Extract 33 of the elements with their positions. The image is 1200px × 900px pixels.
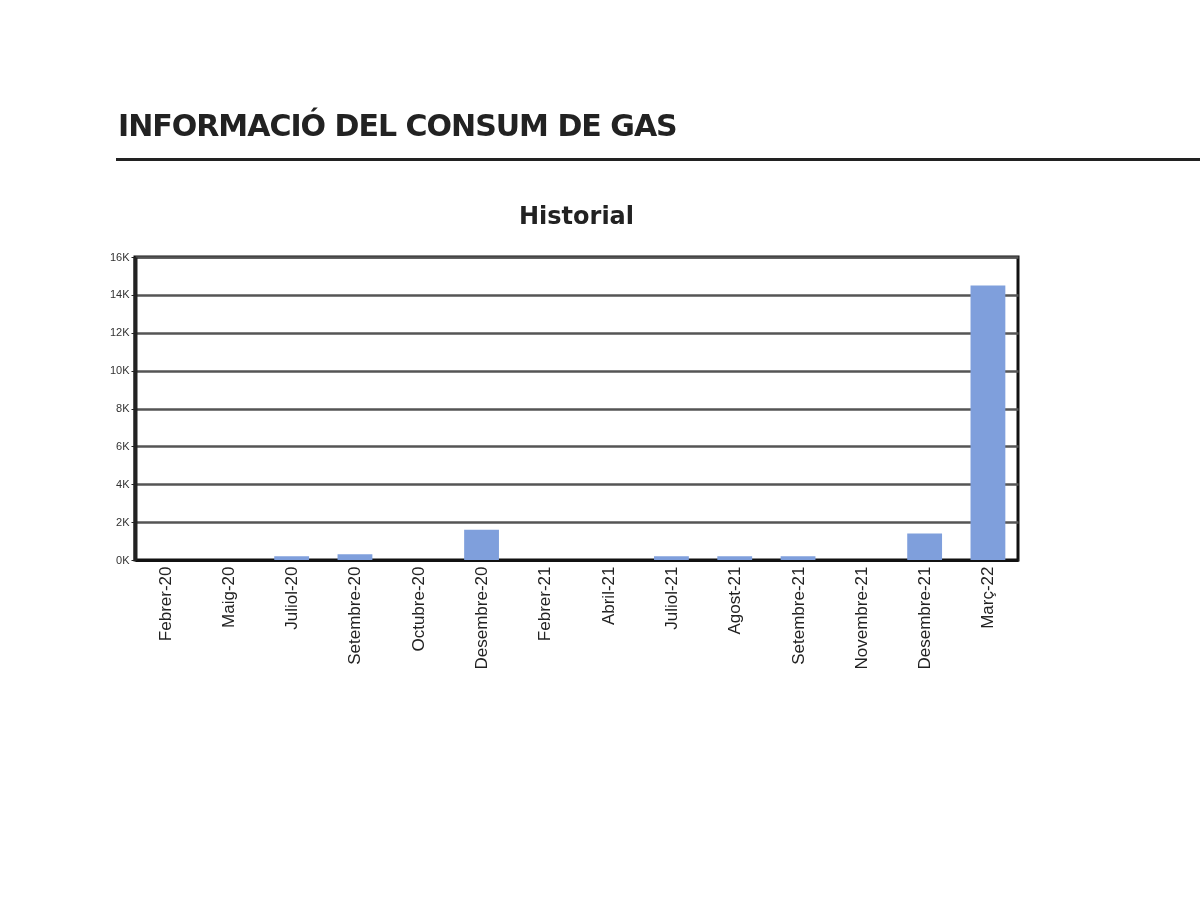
x-tick-label: Setembre-21 [788,566,808,665]
x-tick-label: Setembre-20 [345,566,365,665]
x-tick-label: Desembre-21 [915,566,935,670]
y-tick-label: 10K [109,364,131,377]
y-tick-label: 16K [109,250,131,263]
y-tick-label: 4K [116,477,131,490]
y-tick-label: 14K [109,288,131,301]
x-tick-label: Maig-20 [218,566,238,628]
x-tick-label: Agost-21 [725,566,745,635]
x-tick-label: Juliol-21 [661,566,681,630]
x-tick-label: Febrer-21 [535,566,555,642]
x-tick-label: Octubre-20 [408,566,428,652]
x-tick-label: Abril-21 [598,566,618,626]
chart-title: INFORMACIÓ DEL CONSUM DE GAS [118,108,677,143]
y-tick-label: 0K [116,553,131,566]
chart-subtitle: Historial [518,202,635,230]
bar [337,554,373,560]
bar [274,556,310,560]
x-tick-label: Juliol-20 [282,566,302,630]
y-tick-label: 12K [109,326,131,339]
bar [717,556,753,560]
x-tick-label: Desembre-20 [472,566,492,670]
y-tick-label: 6K [116,439,131,452]
x-tick-label: Febrer-20 [155,566,175,642]
bar [780,556,816,560]
bar [970,285,1006,560]
x-tick-label: Novembre-21 [851,566,871,670]
y-tick-label: 8K [116,402,131,414]
y-tick-label: 2K [116,515,131,528]
bar [654,556,689,560]
bar [464,529,499,560]
bar [907,533,943,560]
x-tick-label: Març-22 [978,566,998,629]
